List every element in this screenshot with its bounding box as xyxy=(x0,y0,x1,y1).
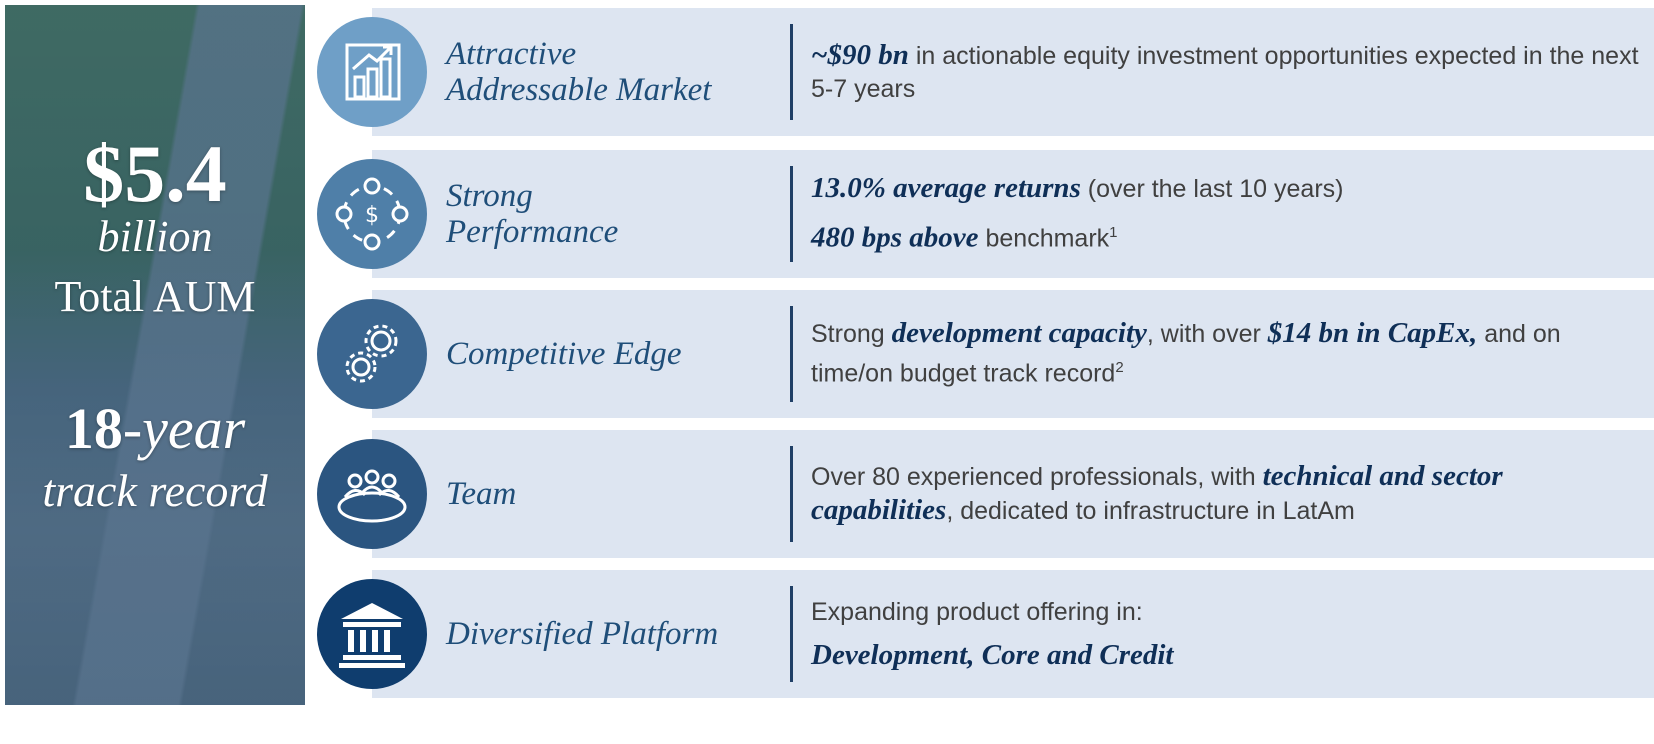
row-title: Competitive Edge xyxy=(446,290,776,418)
description-text: (over the last 10 years) xyxy=(1080,175,1344,204)
icon-circle xyxy=(317,579,427,689)
aum-unit: billion xyxy=(97,212,213,261)
row-description: 13.0% average returns (over the last 10 … xyxy=(811,150,1641,278)
title-line: Team xyxy=(446,476,517,512)
row-band xyxy=(372,150,1654,278)
row-description: ~$90 bn in actionable equity investment … xyxy=(811,8,1641,136)
row-description: Over 80 experienced professionals, with … xyxy=(811,430,1641,558)
description-text: , with over xyxy=(1146,320,1268,349)
title-line: Attractive xyxy=(446,36,577,72)
emphasis: 13.0% average returns xyxy=(811,172,1081,205)
emphasis: technical and sector capabilities xyxy=(811,460,1503,526)
row-band xyxy=(372,570,1654,698)
row-band xyxy=(372,290,1654,418)
icon xyxy=(345,43,401,101)
row-title: Strong Performance xyxy=(446,150,776,278)
footnote-ref: 2 xyxy=(1115,359,1124,377)
title-line: Strong xyxy=(446,178,533,214)
title-line: Competitive Edge xyxy=(446,336,682,372)
description-paragraph: Strong development capacity, with over $… xyxy=(811,317,1641,390)
icon: $ xyxy=(335,177,409,251)
icon xyxy=(339,603,405,668)
divider xyxy=(790,166,793,262)
icon-circle xyxy=(317,439,427,549)
track-heading: 18-year xyxy=(5,400,305,458)
aum-value: $5.4 xyxy=(83,128,227,219)
row-title: Attractive Addressable Market xyxy=(446,8,776,136)
title-line: Addressable Market xyxy=(446,72,712,108)
description-paragraph: ~$90 bn in actionable equity investment … xyxy=(811,39,1641,106)
title-line: Diversified Platform xyxy=(446,616,719,652)
footnote-ref: 1 xyxy=(1109,224,1118,242)
track-unit: -year xyxy=(122,396,246,461)
description-text: , dedicated to infrastructure in LatAm xyxy=(946,497,1355,525)
divider xyxy=(790,446,793,542)
description-text: and on time/on budget track record xyxy=(811,320,1561,388)
aum-panel: $5.4 billion Total AUM 18-year track rec… xyxy=(5,5,305,705)
emphasis: ~$90 bn xyxy=(811,38,909,71)
row-title: Diversified Platform xyxy=(446,570,776,698)
description-text: in actionable equity investment opportun… xyxy=(811,41,1639,103)
track-label: track record xyxy=(42,465,268,516)
description-paragraph: 480 bps above benchmark1 xyxy=(811,216,1641,255)
track-number: 18 xyxy=(64,396,123,461)
description-text: benchmark xyxy=(978,224,1110,253)
emphasis: $14 bn in CapEx, xyxy=(1267,317,1478,350)
description-text: Expanding product offering in: xyxy=(811,597,1143,626)
icon xyxy=(345,324,398,383)
icon xyxy=(337,469,407,523)
icon-circle: $ xyxy=(317,159,427,269)
description-text: Strong xyxy=(811,320,892,349)
icon-circle xyxy=(317,299,427,409)
emphasis: Development, Core and Credit xyxy=(811,638,1174,671)
row-description: Expanding product offering in: Developmen… xyxy=(811,570,1641,698)
description-paragraph: Expanding product offering in: xyxy=(811,596,1641,629)
divider xyxy=(790,24,793,120)
icon-circle xyxy=(317,17,427,127)
row-description: Strong development capacity, with over $… xyxy=(811,290,1641,418)
divider xyxy=(790,586,793,682)
emphasis: 480 bps above xyxy=(811,221,979,254)
description-paragraph: Development, Core and Credit xyxy=(811,639,1641,673)
svg-text:$: $ xyxy=(365,203,379,228)
description-paragraph: Over 80 experienced professionals, with … xyxy=(811,460,1641,528)
description-text: Over 80 experienced professionals, with xyxy=(811,463,1263,491)
title-line: Performance xyxy=(446,214,619,250)
emphasis: development capacity xyxy=(891,317,1147,350)
divider xyxy=(790,306,793,402)
description-paragraph: 13.0% average returns (over the last 10 … xyxy=(811,172,1641,206)
row-band xyxy=(372,8,1654,136)
aum-label: Total AUM xyxy=(54,272,256,321)
row-band xyxy=(372,430,1654,558)
row-title: Team xyxy=(446,430,776,558)
